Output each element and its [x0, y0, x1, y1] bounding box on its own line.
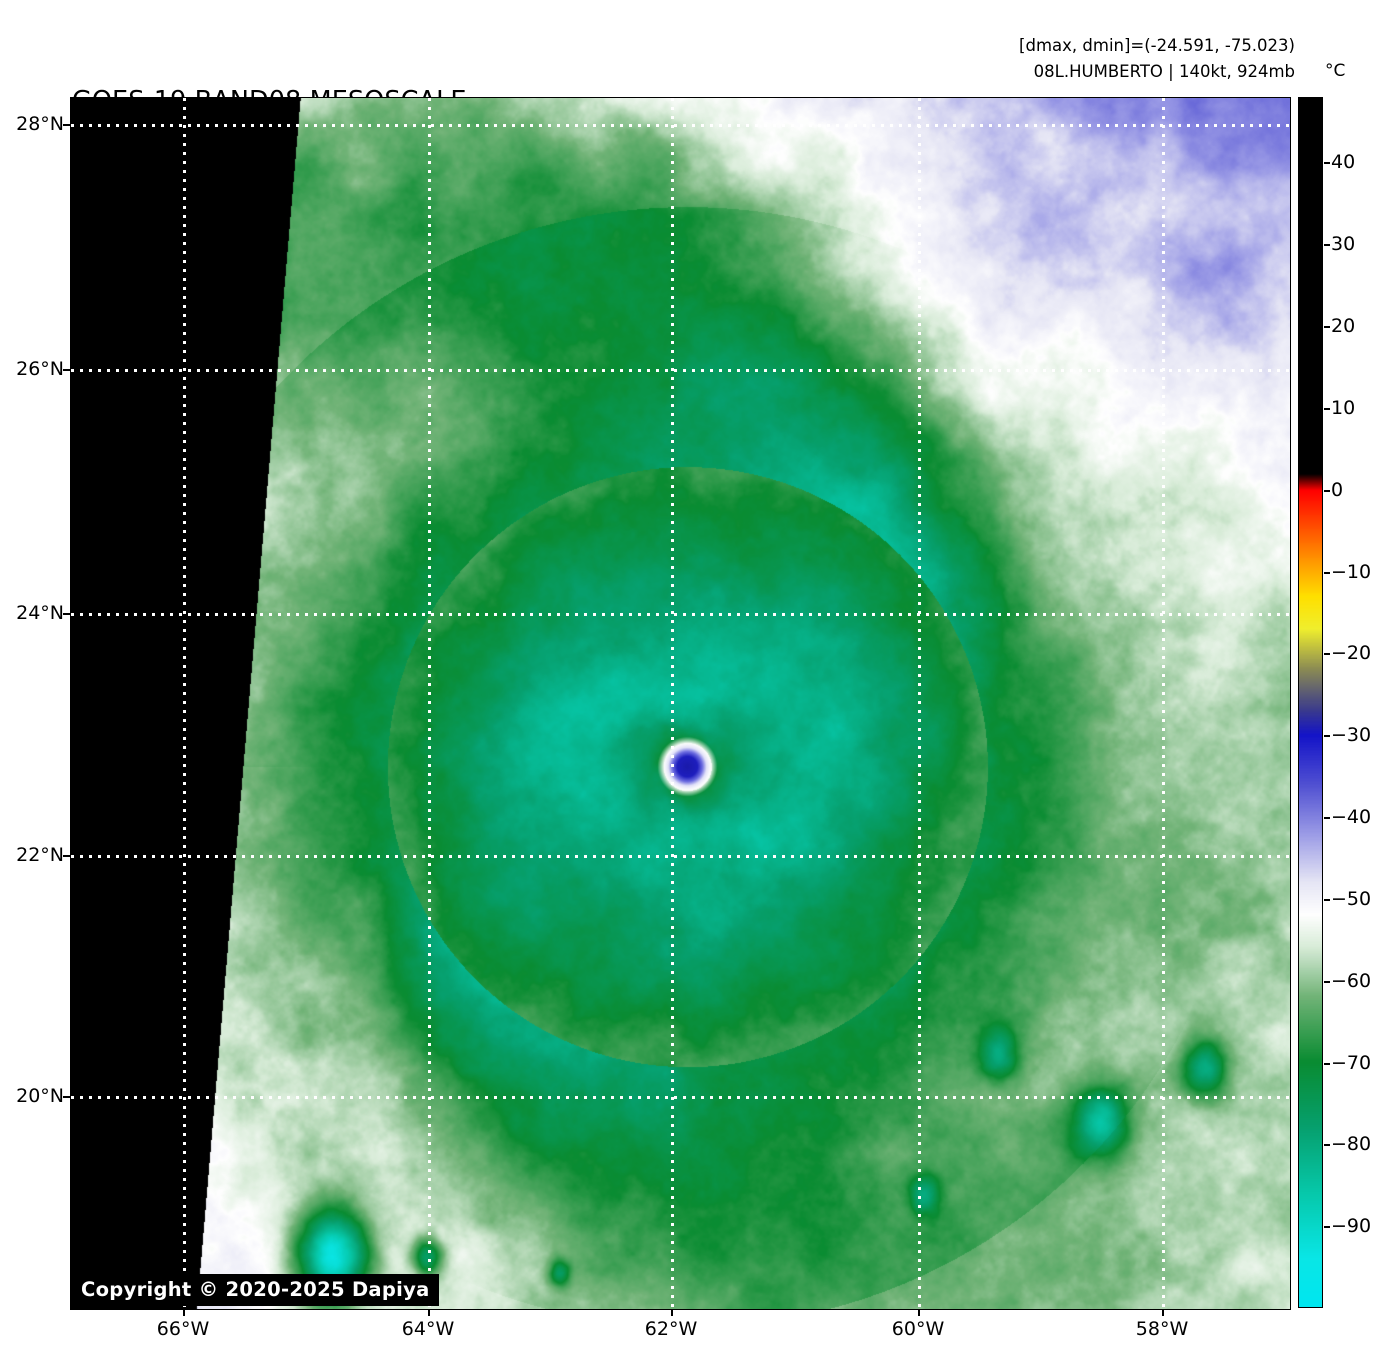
lon-tick-mark: [1162, 1309, 1164, 1316]
satellite-image-plot[interactable]: [70, 97, 1291, 1310]
gridline-lon-64: [428, 98, 431, 1309]
colorbar-tick-mark: [1324, 1226, 1330, 1229]
lat-tick-label: 22°N: [16, 844, 64, 866]
gridline-lon-62: [671, 98, 674, 1309]
gridline-lon-60: [918, 98, 921, 1309]
colorbar-tick-label: −70: [1331, 1051, 1372, 1074]
colorbar-tick-mark: [1324, 1062, 1330, 1065]
colorbar-tick-label: −50: [1331, 887, 1372, 910]
gridline-lat-22: [71, 855, 1290, 858]
colorbar-tick-mark: [1324, 653, 1330, 656]
lat-tick-mark: [63, 369, 70, 371]
satellite-imagery-canvas: [71, 98, 1290, 1309]
colorbar-tick-label: −30: [1331, 724, 1372, 747]
colorbar-tick-label: −60: [1331, 969, 1372, 992]
gridline-lat-28: [71, 124, 1290, 127]
lon-tick-mark: [428, 1309, 430, 1316]
colorbar-tick-mark: [1324, 735, 1330, 738]
colorbar-tick-mark: [1324, 244, 1330, 247]
gridline-lat-20: [71, 1096, 1290, 1099]
lon-tick-mark: [671, 1309, 673, 1316]
dmax-dmin-readout: [dmax, dmin]=(-24.591, -75.023): [1019, 36, 1295, 55]
colorbar-tick-mark: [1324, 817, 1330, 820]
lon-tick-label: 60°W: [891, 1318, 945, 1340]
colorbar-unit-label: °C: [1325, 61, 1346, 81]
colorbar-tick-mark: [1324, 489, 1330, 492]
lat-tick-label: 24°N: [16, 602, 64, 624]
lon-tick-label: 58°W: [1135, 1318, 1189, 1340]
colorbar-tick-mark: [1324, 1144, 1330, 1147]
gridline-lat-24: [71, 613, 1290, 616]
temperature-colorbar[interactable]: [1298, 97, 1323, 1308]
lat-tick-label: 20°N: [16, 1085, 64, 1107]
lon-tick-mark: [918, 1309, 920, 1316]
colorbar-tick-label: −20: [1331, 642, 1372, 665]
colorbar-tick-label: 30: [1331, 233, 1356, 256]
lat-tick-label: 26°N: [16, 358, 64, 380]
lat-tick-label: 28°N: [16, 113, 64, 135]
storm-intensity-readout: 08L.HUMBERTO | 140kt, 924mb: [1033, 61, 1295, 81]
colorbar-gradient: [1299, 98, 1322, 1307]
colorbar-tick-label: 10: [1331, 396, 1356, 419]
colorbar-tick-label: 0: [1331, 478, 1344, 501]
lat-tick-mark: [63, 1096, 70, 1098]
colorbar-tick-label: −90: [1331, 1215, 1372, 1238]
colorbar-tick-label: 20: [1331, 315, 1356, 338]
lon-tick-label: 62°W: [644, 1318, 698, 1340]
copyright-watermark: Copyright © 2020-2025 Dapiya: [72, 1274, 439, 1306]
colorbar-tick-label: −80: [1331, 1133, 1372, 1156]
colorbar-tick-mark: [1324, 407, 1330, 410]
colorbar-tick-mark: [1324, 980, 1330, 983]
colorbar-tick-mark: [1324, 162, 1330, 165]
gridline-lon-66: [183, 98, 186, 1309]
lon-tick-mark: [183, 1309, 185, 1316]
lat-tick-mark: [63, 855, 70, 857]
gridline-lat-26: [71, 369, 1290, 372]
gridline-lon-58: [1162, 98, 1165, 1309]
colorbar-tick-mark: [1324, 326, 1330, 329]
colorbar-tick-label: −10: [1331, 560, 1372, 583]
colorbar-tick-mark: [1324, 571, 1330, 574]
map-gridlines: [71, 98, 1290, 1309]
lon-tick-label: 66°W: [156, 1318, 210, 1340]
colorbar-tick-mark: [1324, 898, 1330, 901]
colorbar-tick-label: 40: [1331, 151, 1356, 174]
lon-tick-label: 64°W: [401, 1318, 455, 1340]
lat-tick-mark: [63, 613, 70, 615]
colorbar-tick-label: −40: [1331, 806, 1372, 829]
storm-info: [dmax, dmin]=(-24.591, -75.023) 08L.HUMB…: [1019, 33, 1295, 84]
lat-tick-mark: [63, 124, 70, 126]
